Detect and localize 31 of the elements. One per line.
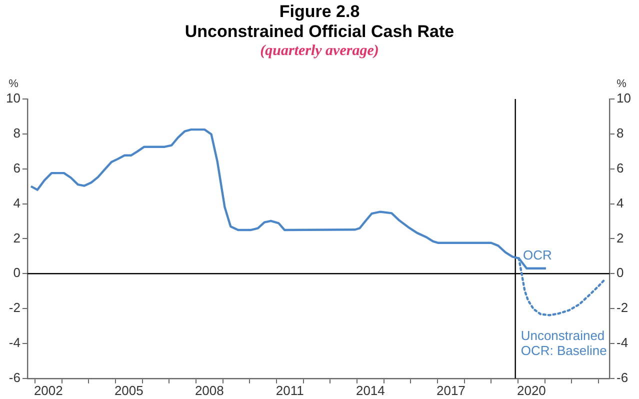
y-tick-label: 2 (13, 230, 20, 246)
y2-tick-label: 4 (616, 195, 624, 210)
y-tick-label: 10 (6, 90, 20, 106)
y-tick-label: -6 (8, 370, 20, 385)
x-tick-label: 2014 (356, 382, 385, 398)
y2-tick-label: 0 (616, 265, 624, 280)
x-tick-label: 2005 (114, 382, 144, 398)
y2-axis-title: % (616, 78, 627, 90)
y2-tick-label: -2 (616, 300, 628, 316)
x-tick-label: 2020 (516, 382, 546, 398)
y-axis-title: % (8, 78, 19, 90)
x-tick-label: 2017 (436, 382, 466, 398)
y-tick-label: -4 (8, 335, 20, 350)
chart-title: Figure 2.8 Unconstrained Official Cash Rate (184, 2, 456, 42)
x-tick-label: 2002 (34, 382, 63, 398)
y2-tick-label: 6 (616, 160, 624, 176)
chart-subtitle: (quarterly average) (259, 42, 380, 60)
y2-tick-label: 2 (616, 230, 624, 246)
y2-tick-label: -4 (616, 335, 628, 350)
y2-tick-label: 10 (616, 90, 632, 106)
y2-tick-label: 8 (616, 126, 624, 141)
y2-tick-label: -6 (616, 370, 628, 385)
series-label: OCR (523, 247, 552, 262)
y-tick-label: 6 (13, 160, 20, 176)
y-tick-label: 4 (13, 195, 20, 210)
series-label: Unconstrained OCR: Baseline (520, 328, 607, 358)
x-tick-label: 2008 (194, 382, 224, 398)
y-tick-label: -2 (8, 300, 20, 316)
x-tick-label: 2011 (276, 382, 304, 398)
y-tick-label: 8 (13, 126, 20, 141)
y-tick-label: 0 (13, 265, 20, 280)
